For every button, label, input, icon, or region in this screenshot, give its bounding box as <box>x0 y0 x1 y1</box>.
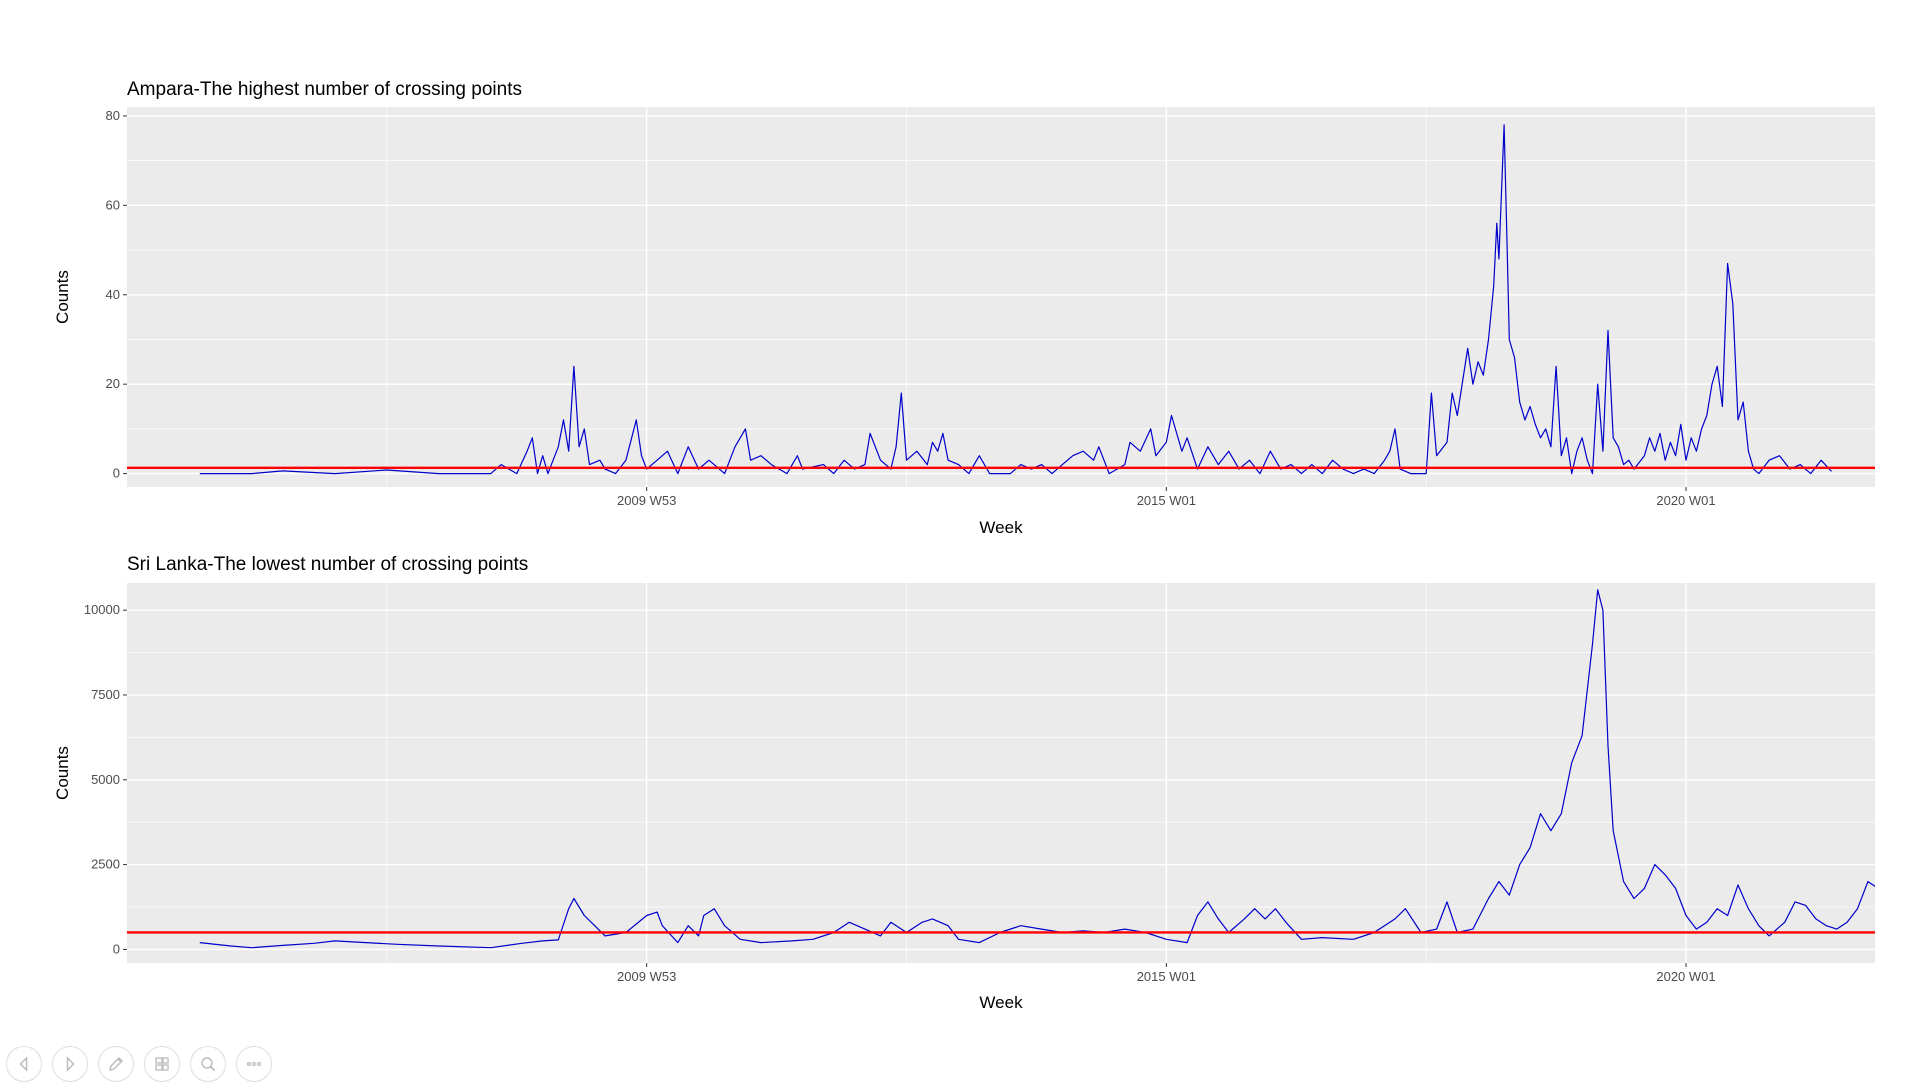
plot-panel <box>127 107 1875 487</box>
next-button[interactable] <box>52 1046 88 1082</box>
y-tick-label: 60 <box>106 197 120 212</box>
y-axis-label: Counts <box>53 746 72 800</box>
chart-title: Sri Lanka-The lowest number of crossing … <box>127 554 528 575</box>
slideshow-toolbar <box>6 1046 272 1086</box>
zoom-button[interactable] <box>190 1046 226 1082</box>
more-button[interactable] <box>236 1046 272 1082</box>
x-tick-label: 2020 W01 <box>1656 969 1715 984</box>
x-tick-label: 2009 W53 <box>617 969 676 984</box>
more-icon <box>246 1061 262 1067</box>
series-line <box>199 124 1832 475</box>
y-tick-label: 7500 <box>91 687 120 702</box>
x-axis-label: Week <box>979 518 1023 537</box>
y-tick-label: 5000 <box>91 772 120 787</box>
slides-button[interactable] <box>144 1046 180 1082</box>
next-icon <box>66 1056 75 1072</box>
y-tick-label: 0 <box>113 466 120 481</box>
previous-icon <box>19 1056 28 1072</box>
x-tick-label: 2015 W01 <box>1137 493 1196 508</box>
y-tick-label: 40 <box>106 287 120 302</box>
y-tick-label: 0 <box>113 941 120 956</box>
chart-title: Ampara-The highest number of crossing po… <box>127 79 522 100</box>
y-tick-label: 2500 <box>91 857 120 872</box>
plot-panel <box>127 583 1875 963</box>
x-axis-label: Week <box>979 993 1023 1012</box>
y-tick-label: 10000 <box>84 602 120 617</box>
sri-lanka-chart: 0 2500 5000 7500 10000 2009 W53 2015 W01 2020 W… <box>53 554 1875 1012</box>
ampara-chart: 0 20 40 60 80 2009 W53 2015 W01 2020 W01 Ampara-… <box>53 79 1875 537</box>
x-tick-label: 2009 W53 <box>617 493 676 508</box>
slides-icon <box>155 1057 169 1071</box>
x-tick-label: 2020 W01 <box>1656 493 1715 508</box>
x-tick-label: 2015 W01 <box>1137 969 1196 984</box>
y-tick-label: 20 <box>106 376 120 391</box>
y-tick-label: 80 <box>106 108 120 123</box>
y-axis-label: Counts <box>53 270 72 324</box>
previous-button[interactable] <box>6 1046 42 1082</box>
zoom-icon <box>201 1057 216 1072</box>
pen-icon <box>109 1057 123 1071</box>
pen-button[interactable] <box>98 1046 134 1082</box>
